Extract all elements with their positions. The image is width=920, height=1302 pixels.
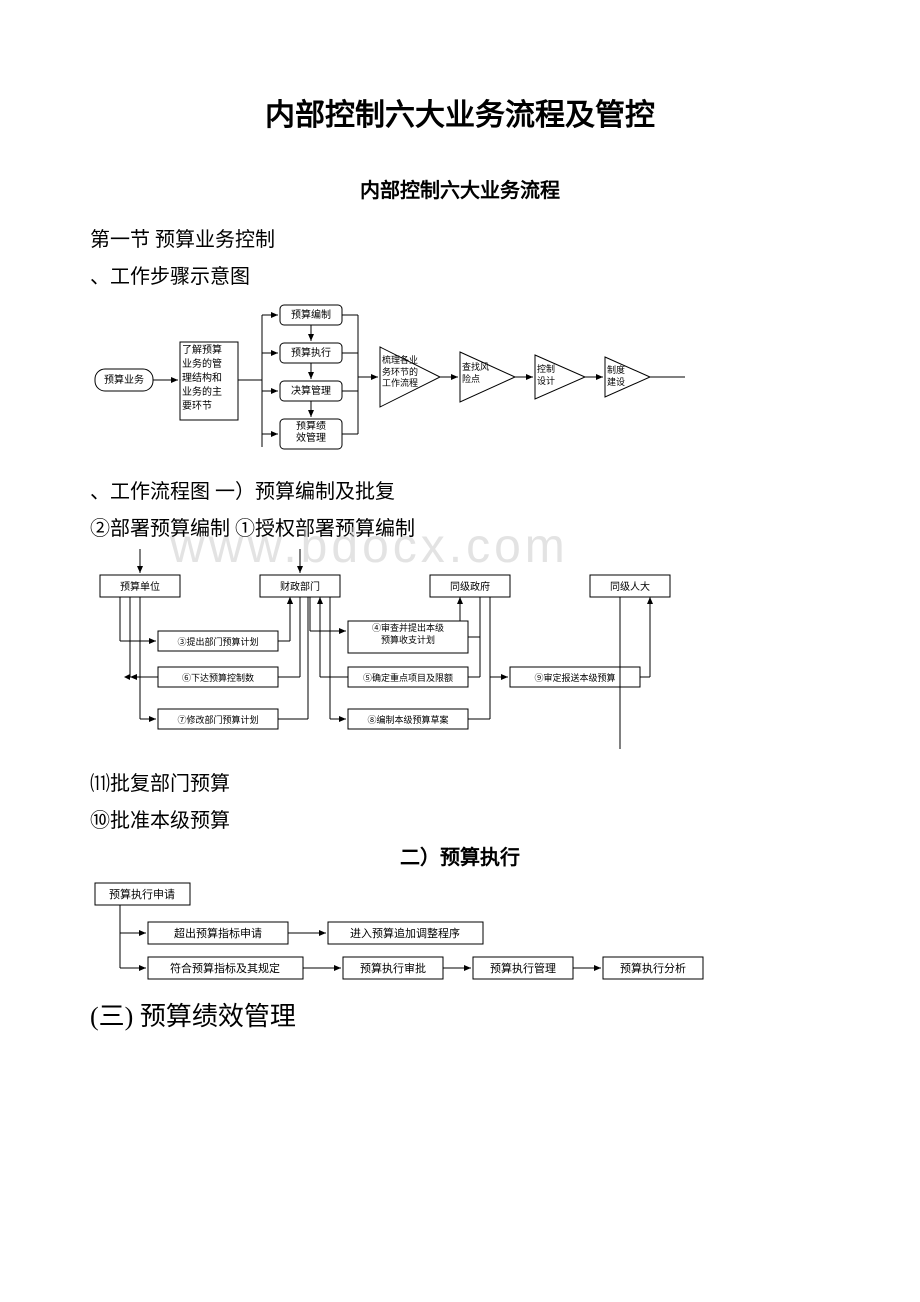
d2-b4: 同级人大 xyxy=(610,580,650,593)
d1-tri4: 制度建设 xyxy=(607,365,637,388)
d1-sidebox: 了解预算业务的管理结构和业务的主要环节 xyxy=(182,344,236,414)
d3-b6: 预算执行管理 xyxy=(490,961,556,975)
work-flow-label: 、工作流程图 一）预算编制及批复 xyxy=(90,475,830,504)
d2-c7: ⑨审定报送本级预算 xyxy=(534,672,615,683)
d3-b1: 预算执行申请 xyxy=(109,887,175,901)
d2-c3: ⑥下达预算控制数 xyxy=(182,672,254,683)
d1-n3: 决算管理 xyxy=(291,384,331,397)
section-2-title: 二）预算执行 xyxy=(90,841,830,870)
d2-c6: ⑧编制本级预算草案 xyxy=(367,714,448,725)
doc-subtitle: 内部控制六大业务流程 xyxy=(90,174,830,203)
d1-tri3: 控制设计 xyxy=(537,364,571,387)
d2-c5: ⑦修改部门预算计划 xyxy=(177,714,258,725)
d3-b5: 预算执行审批 xyxy=(360,961,426,975)
section-3-title: (三) 预算绩效管理 xyxy=(90,996,830,1033)
d2-c1: ③提出部门预算计划 xyxy=(177,636,258,647)
d3-b3: 进入预算追加调整程序 xyxy=(350,926,460,940)
d1-n2: 预算执行 xyxy=(291,346,331,359)
diagram-3: 预算执行申请 超出预算指标申请 进入预算追加调整程序 符合预算指标及其规定 预算… xyxy=(90,878,720,988)
diagram-1: 预算业务 了解预算业务的管理结构和业务的主要环节 预算编制 预算执行 决算管理 … xyxy=(90,297,690,467)
work-steps-label: 、工作步骤示意图 xyxy=(90,260,830,289)
d2-b3: 同级政府 xyxy=(450,580,490,593)
flow2-label3: ⑩批准本级预算 xyxy=(90,804,830,833)
d1-tri2: 查找风险点 xyxy=(462,362,500,385)
d2-c4: ⑤确定重点项目及限额 xyxy=(363,672,453,683)
d1-n4: 预算绩效管理 xyxy=(282,421,340,445)
flow2-label2: ⑾批复部门预算 xyxy=(90,767,830,796)
flow2-label1: ②部署预算编制 ①授权部署预算编制 xyxy=(90,512,830,541)
doc-title: 内部控制六大业务流程及管控 xyxy=(90,90,830,134)
section-1-title: 第一节 预算业务控制 xyxy=(90,223,830,252)
d3-b7: 预算执行分析 xyxy=(620,961,686,975)
d1-n1: 预算编制 xyxy=(291,308,331,321)
d2-b2: 财政部门 xyxy=(280,580,320,593)
diagram-2: 预算单位 财政部门 同级政府 同级人大 ③提出部门预算计划 ④审查并提出本级预算… xyxy=(90,549,710,759)
d1-tri1: 梳理各业务环节的工作流程 xyxy=(382,355,426,390)
d1-start: 预算业务 xyxy=(104,373,144,386)
d3-b2: 超出预算指标申请 xyxy=(174,926,262,940)
d2-c2: ④审查并提出本级预算收支计划 xyxy=(350,623,466,646)
d3-b4: 符合预算指标及其规定 xyxy=(170,961,280,975)
d2-b1: 预算单位 xyxy=(120,580,160,593)
